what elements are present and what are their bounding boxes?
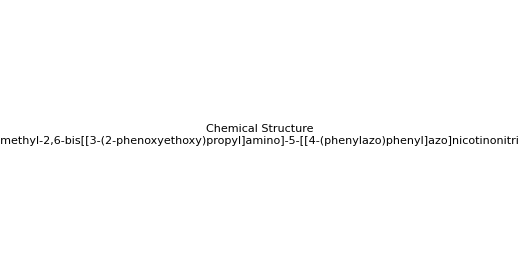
Text: Chemical Structure
4-methyl-2,6-bis[[3-(2-phenoxyethoxy)propyl]amino]-5-[[4-(phe: Chemical Structure 4-methyl-2,6-bis[[3-(… (0, 124, 519, 146)
